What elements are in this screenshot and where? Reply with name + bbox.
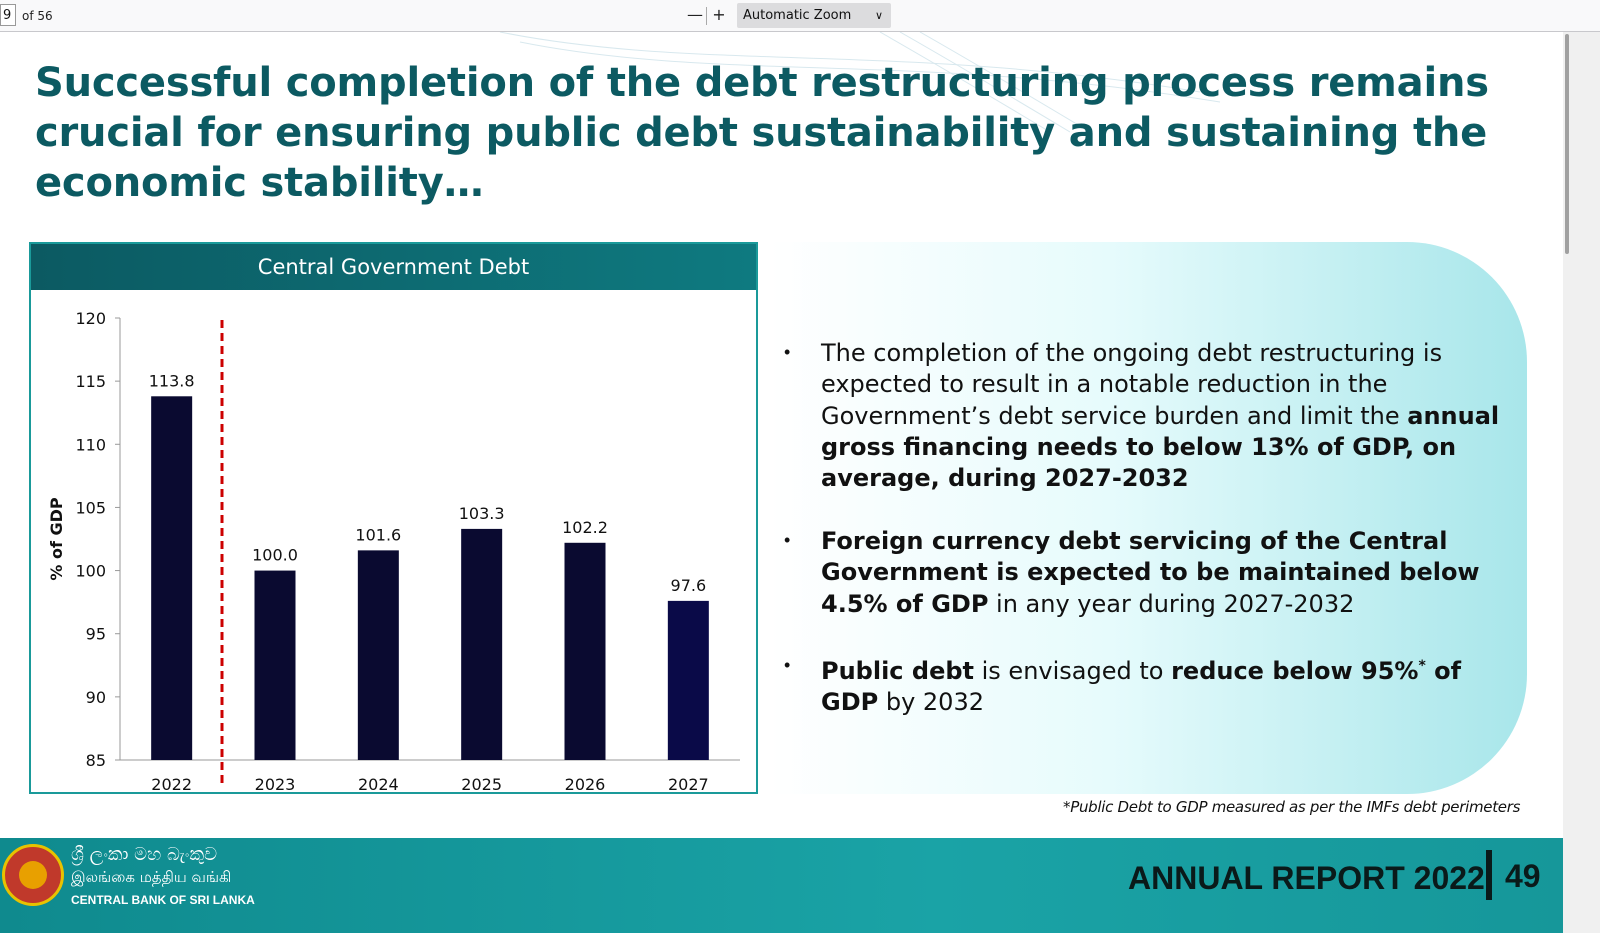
- y-tick-label: 105: [75, 498, 106, 517]
- bullet-text-segment: Foreign currency debt servicing of the C…: [821, 527, 1480, 618]
- slide-title: Successful completion of the debt restru…: [35, 60, 1489, 206]
- central-bank-logo: [2, 844, 64, 906]
- footnote: *Public Debt to GDP measured as per the …: [1063, 798, 1521, 816]
- bank-name-sinhala: ශ්‍රී ලංකා මහ බැංකුව: [71, 844, 218, 865]
- bullet-marker: •: [784, 342, 791, 362]
- bank-name-english: CENTRAL BANK OF SRI LANKA: [71, 893, 255, 907]
- y-tick-label: 90: [86, 688, 106, 707]
- bar-2024: [357, 550, 399, 760]
- x-tick-label: 2022: [151, 775, 192, 792]
- chevron-down-icon: ∨: [874, 9, 883, 22]
- bar-2023: [254, 570, 296, 760]
- pdf-toolbar: 9 of 56 — + Automatic Zoom ∨: [0, 0, 1600, 32]
- bullet-text-3: Public debt is envisaged to reduce below…: [821, 651, 1521, 719]
- bullet-text-1: The completion of the ongoing debt restr…: [821, 338, 1521, 494]
- bar-value-label: 113.8: [149, 371, 195, 390]
- bar-value-label: 97.6: [671, 576, 707, 595]
- y-tick-label: 100: [75, 562, 106, 581]
- bullet-text-segment: Public debt: [821, 657, 974, 685]
- page-total-label: of 56: [22, 9, 53, 23]
- y-tick-label: 120: [75, 309, 106, 328]
- bullets-panel: [770, 242, 1527, 794]
- bullet-marker: •: [784, 530, 791, 550]
- bullet-text-segment: *: [1418, 658, 1426, 674]
- chart-title: Central Government Debt: [31, 244, 756, 290]
- y-tick-label: 85: [86, 751, 106, 770]
- slide-page-number: 49: [1505, 858, 1541, 894]
- bullet-text-segment: by 2032: [878, 688, 984, 717]
- bullet-marker: •: [784, 655, 791, 675]
- bullet-text-segment: reduce below 95%: [1171, 657, 1419, 685]
- y-axis-label: % of GDP: [47, 497, 66, 581]
- bullet-text-segment: of GDP: [821, 657, 1462, 717]
- slide-page: Successful completion of the debt restru…: [0, 32, 1563, 933]
- bar-chart: 120 115 110 105 100 95 90 85 % of GDP 113.8 2022 10…: [47, 309, 740, 792]
- footer-band: ශ්‍රී ලංකා මහ බැංකුව இலங்கை மத்திய வங்கி…: [0, 838, 1563, 933]
- bar-2027: [667, 600, 709, 760]
- bank-name-tamil: இலங்கை மத்திய வங்கி: [71, 868, 232, 886]
- bar-value-label: 100.0: [252, 546, 298, 565]
- bullet-text-segment: in any year during 2027-2032: [988, 589, 1355, 618]
- scrollbar-thumb[interactable]: [1565, 34, 1569, 254]
- bullet-text-segment: is envisaged to: [974, 657, 1172, 685]
- toolbar-separator: [706, 7, 707, 25]
- zoom-select-value: Automatic Zoom: [743, 8, 852, 23]
- bullet-text-segment: The completion of the ongoing debt restr…: [821, 339, 1443, 430]
- page-number-input[interactable]: 9: [0, 4, 16, 26]
- zoom-select[interactable]: Automatic Zoom ∨: [737, 3, 891, 28]
- zoom-in-button[interactable]: +: [712, 5, 726, 24]
- bar-value-label: 103.3: [459, 504, 505, 523]
- bar-2022: [151, 396, 193, 760]
- x-tick-label: 2023: [255, 775, 296, 792]
- x-tick-label: 2024: [358, 775, 399, 792]
- zoom-out-button[interactable]: —: [687, 5, 703, 24]
- x-tick-label: 2025: [461, 775, 502, 792]
- bar-value-label: 101.6: [355, 525, 401, 544]
- chart-panel: Central Government Debt 120 115 110 105 100 9…: [29, 242, 758, 794]
- y-tick-label: 110: [75, 435, 106, 454]
- vertical-scrollbar[interactable]: [1563, 32, 1600, 933]
- background-decoration: [499, 32, 1221, 133]
- bullet-text-segment: annual gross financing needs to below 13…: [821, 401, 1500, 493]
- x-tick-label: 2027: [668, 775, 709, 792]
- x-tick-label: 2026: [565, 775, 606, 792]
- y-tick-label: 95: [86, 625, 106, 644]
- bar-value-label: 102.2: [562, 518, 608, 537]
- bar-2025: [461, 528, 503, 760]
- bullet-text-2: Foreign currency debt servicing of the C…: [821, 526, 1521, 620]
- bar-2026: [564, 542, 606, 760]
- report-title: ANNUAL REPORT 2022: [1128, 860, 1485, 896]
- y-tick-label: 115: [75, 372, 106, 391]
- footer-divider: [1486, 850, 1492, 900]
